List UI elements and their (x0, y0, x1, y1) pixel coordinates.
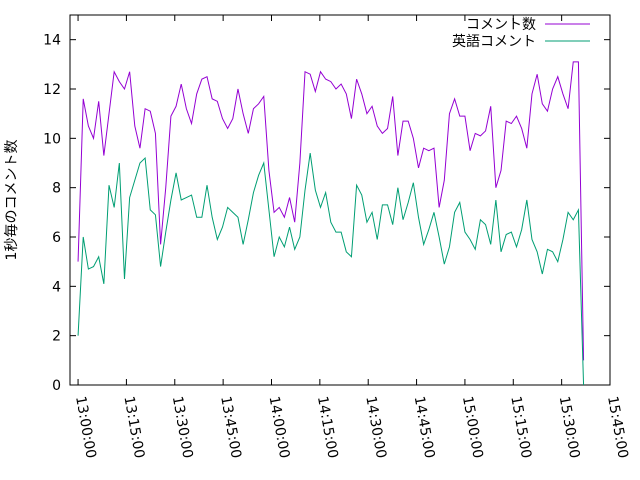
y-axis-label: 1秒毎のコメント数 (4, 140, 20, 261)
legend-label: 英語コメント (452, 33, 536, 50)
x-tick-label: 14:45:00 (411, 395, 438, 460)
x-tick-label: 14:15:00 (314, 395, 341, 460)
y-tick-label: 6 (52, 230, 61, 246)
x-tick-label: 13:30:00 (169, 395, 196, 460)
x-tick-label: 14:00:00 (266, 395, 293, 460)
x-tick-label: 13:45:00 (217, 395, 244, 460)
plot-border (69, 14, 611, 386)
y-tick-label: 0 (52, 378, 61, 394)
series-line (77, 153, 585, 386)
x-tick-label: 15:45:00 (604, 395, 631, 460)
y-tick-label: 14 (43, 33, 61, 49)
x-tick-label: 13:00:00 (72, 395, 99, 460)
series-line (77, 61, 585, 361)
y-tick-label: 8 (52, 181, 61, 197)
x-tick-label: 13:15:00 (120, 395, 147, 460)
x-tick-label: 14:30:00 (362, 395, 389, 460)
legend-label: コメント数 (466, 17, 536, 33)
x-tick-label: 15:30:00 (556, 395, 583, 460)
y-tick-label: 4 (52, 279, 61, 295)
y-tick-label: 12 (43, 82, 61, 98)
y-tick-label: 2 (52, 329, 61, 345)
x-tick-label: 15:15:00 (507, 395, 534, 460)
x-tick-label: 15:00:00 (459, 395, 486, 460)
y-tick-label: 10 (43, 131, 61, 147)
